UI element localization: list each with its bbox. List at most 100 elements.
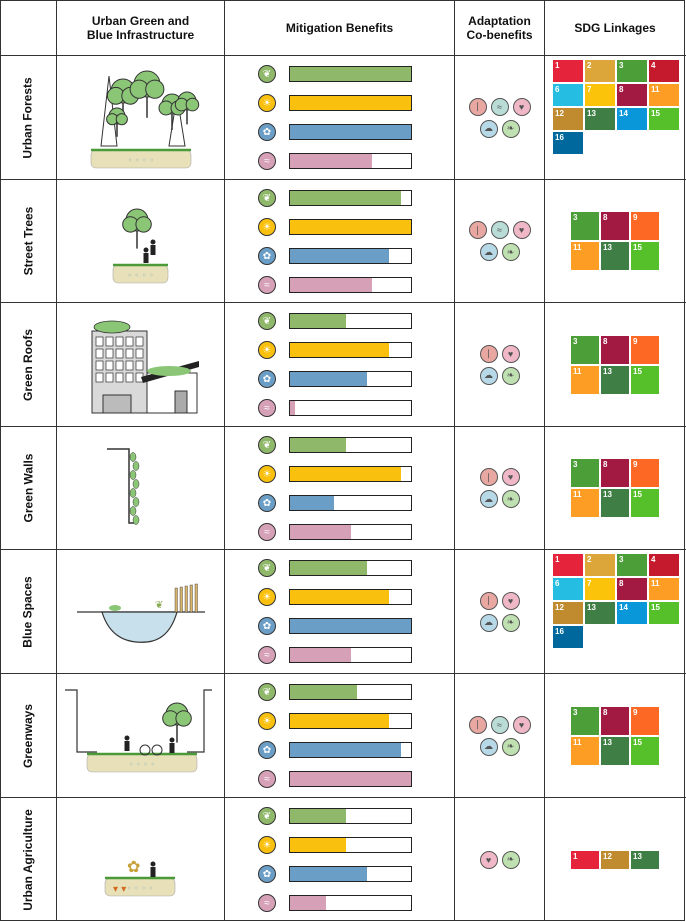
adaptation-cobenefits: ❘ ≈ ♥ ☁ ❧ <box>455 56 544 179</box>
sdg-number: 3 <box>573 213 578 222</box>
wind-badge-icon: ≈ <box>258 399 276 417</box>
benefit-bar-fill <box>290 648 351 662</box>
sdg-number: 4 <box>651 61 656 70</box>
sdg-number: 8 <box>619 85 624 94</box>
benefit-bar-fill <box>290 278 373 292</box>
benefit-bar-fill <box>290 343 390 357</box>
benefit-bar-track <box>289 524 412 540</box>
row-divider <box>0 549 686 550</box>
sdg-number: 13 <box>603 490 612 499</box>
row-label: Street Trees <box>0 180 56 302</box>
sdg-tile-15: 15 <box>630 736 660 766</box>
sdg-number: 15 <box>633 490 642 499</box>
row-divider <box>0 302 686 303</box>
row-label: Blue Spaces <box>0 550 56 673</box>
sdg-number: 9 <box>633 460 638 469</box>
sdg-tile-12: 12 <box>600 850 630 870</box>
sdg-number: 15 <box>651 109 660 118</box>
benefit-bar-track <box>289 277 412 293</box>
water-drop-icon: ≈ <box>490 97 509 116</box>
header-sdg: SDG Linkages <box>574 20 656 35</box>
sdg-number: 12 <box>555 603 564 612</box>
row-label-text: Street Trees <box>21 206 35 276</box>
sdg-number: 1 <box>573 852 578 861</box>
mitigation-benefits: ❦ ☀ ✿ ≈ <box>225 798 454 921</box>
sdg-tile-16: 16 <box>552 131 584 155</box>
svg-text:▾ ▾: ▾ ▾ <box>113 884 126 895</box>
sdg-number: 9 <box>633 337 638 346</box>
benefit-row: ≈ <box>225 397 454 419</box>
mitigation-benefits: ❦ ☀ ✿ ≈ <box>225 550 454 673</box>
sdg-number: 12 <box>555 109 564 118</box>
benefit-row: ✿ <box>225 615 454 637</box>
benefit-row: ❦ <box>225 63 454 85</box>
heart-icon: ♥ <box>501 344 520 363</box>
benefit-row: ☀ <box>225 834 454 856</box>
benefit-row: ✿ <box>225 492 454 514</box>
column-divider <box>544 0 545 921</box>
benefit-bar-track <box>289 495 412 511</box>
sdg-number: 1 <box>555 555 560 564</box>
water-badge-icon: ✿ <box>258 741 276 759</box>
thermometer-icon: ❘ <box>468 221 487 239</box>
illustration <box>107 448 140 525</box>
water-drop-icon: ≈ <box>490 221 509 239</box>
water-badge-icon: ✿ <box>258 494 276 512</box>
sdg-number: 13 <box>587 603 596 612</box>
wind-badge-icon: ≈ <box>258 646 276 664</box>
benefit-bar-track <box>289 371 412 387</box>
sdg-linkages: 3 8 9 11 13 15 <box>545 303 685 426</box>
sdg-linkages: 1 2 3 4 6 7 8 11 12 13 14 15 16 <box>545 550 685 673</box>
mitigation-benefits: ❦ ☀ ✿ ≈ <box>225 56 454 179</box>
cloud-icon: ☁ <box>479 613 498 632</box>
sdg-number: 2 <box>587 61 592 70</box>
benefit-row: ❦ <box>225 805 454 827</box>
leaf-icon: ❧ <box>501 737 520 756</box>
row-divider <box>0 426 686 427</box>
wind-badge-icon: ≈ <box>258 523 276 541</box>
leaf-badge-icon: ❦ <box>258 189 276 207</box>
benefit-bar-track <box>289 437 412 453</box>
svg-text:◦ ◦ ◦ ◦: ◦ ◦ ◦ ◦ <box>128 156 155 165</box>
sdg-tile-3: 3 <box>616 553 648 577</box>
sdg-tile-11: 11 <box>570 365 600 395</box>
svg-text:◦ ◦ ◦ ◦: ◦ ◦ ◦ ◦ <box>127 271 154 280</box>
row-label-text: Urban Forests <box>21 76 36 159</box>
benefit-row: ☀ <box>225 710 454 732</box>
benefit-row: ✿ <box>225 245 454 267</box>
benefit-bar-track <box>289 313 412 329</box>
sdg-tile-9: 9 <box>630 211 660 241</box>
benefit-row: ✿ <box>225 739 454 761</box>
leaf-badge-icon: ❦ <box>258 65 276 83</box>
benefit-bar-fill <box>290 809 346 823</box>
wind-badge-icon: ≈ <box>258 894 276 912</box>
illustration: ◦ ◦ ◦ ◦ <box>65 689 212 773</box>
sdg-number: 3 <box>573 460 578 469</box>
illustration: ◦ ◦ ◦ ◦ ✿▾ ▾ <box>104 857 176 897</box>
benefit-bar-track <box>289 866 412 882</box>
sdg-number: 8 <box>603 708 608 717</box>
sdg-number: 14 <box>619 603 628 612</box>
sdg-tile-11: 11 <box>570 241 600 271</box>
benefit-bar-fill <box>290 838 346 852</box>
heart-icon: ♥ <box>512 97 531 116</box>
sdg-number: 3 <box>573 708 578 717</box>
wind-badge-icon: ≈ <box>258 152 276 170</box>
sdg-number: 16 <box>555 133 564 142</box>
header-mitigation: Mitigation Benefits <box>285 20 394 35</box>
sdg-tile-3: 3 <box>570 211 600 241</box>
sdg-number: 11 <box>573 738 582 747</box>
water-drop-icon: ≈ <box>490 715 509 734</box>
sdg-tile-9: 9 <box>630 335 660 365</box>
benefit-bar-track <box>289 895 412 911</box>
benefit-row: ☀ <box>225 586 454 608</box>
heart-icon: ♥ <box>512 715 531 734</box>
benefit-bar-fill <box>290 685 357 699</box>
leaf-icon: ❧ <box>501 613 520 632</box>
sdg-number: 3 <box>619 555 624 564</box>
benefit-bar-fill <box>290 561 368 575</box>
benefit-bar-fill <box>290 525 351 539</box>
adaptation-cobenefits: ♥ ❧ <box>455 798 544 921</box>
sdg-number: 16 <box>555 627 564 636</box>
